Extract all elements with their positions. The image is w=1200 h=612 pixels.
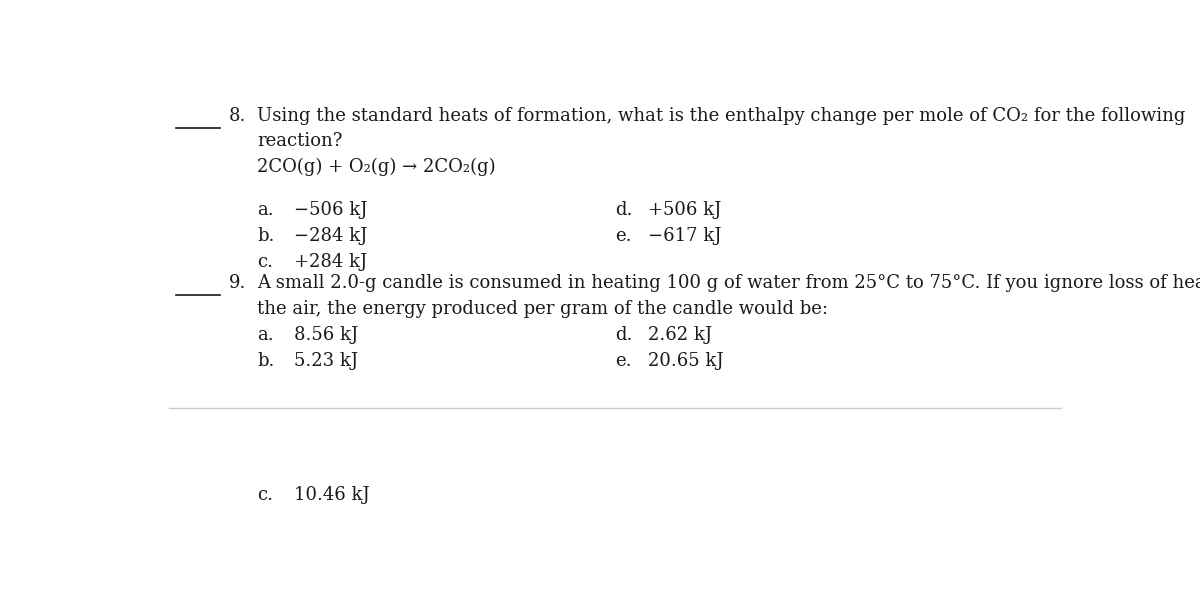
Text: 9.: 9. bbox=[229, 274, 246, 292]
Text: 8.56 kJ: 8.56 kJ bbox=[294, 326, 359, 344]
Text: reaction?: reaction? bbox=[257, 132, 342, 151]
Text: a.: a. bbox=[257, 326, 274, 344]
Text: +506 kJ: +506 kJ bbox=[648, 201, 721, 219]
Text: 5.23 kJ: 5.23 kJ bbox=[294, 352, 359, 370]
Text: 8.: 8. bbox=[229, 106, 246, 125]
Text: e.: e. bbox=[616, 226, 631, 245]
Text: 20.65 kJ: 20.65 kJ bbox=[648, 352, 724, 370]
Text: Using the standard heats of formation, what is the enthalpy change per mole of C: Using the standard heats of formation, w… bbox=[257, 106, 1186, 125]
Text: d.: d. bbox=[616, 201, 632, 219]
Text: 10.46 kJ: 10.46 kJ bbox=[294, 486, 370, 504]
Text: +284 kJ: +284 kJ bbox=[294, 253, 367, 271]
Text: c.: c. bbox=[257, 253, 272, 271]
Text: b.: b. bbox=[257, 226, 275, 245]
Text: e.: e. bbox=[616, 352, 631, 370]
Text: the air, the energy produced per gram of the candle would be:: the air, the energy produced per gram of… bbox=[257, 300, 828, 318]
Text: c.: c. bbox=[257, 486, 272, 504]
Text: −506 kJ: −506 kJ bbox=[294, 201, 367, 219]
Text: −617 kJ: −617 kJ bbox=[648, 226, 721, 245]
Text: A small 2.0-g candle is consumed in heating 100 g of water from 25°C to 75°C. If: A small 2.0-g candle is consumed in heat… bbox=[257, 274, 1200, 292]
Text: 2.62 kJ: 2.62 kJ bbox=[648, 326, 712, 344]
Text: a.: a. bbox=[257, 201, 274, 219]
Text: −284 kJ: −284 kJ bbox=[294, 226, 367, 245]
Text: d.: d. bbox=[616, 326, 632, 344]
Text: b.: b. bbox=[257, 352, 275, 370]
Text: 2CO(g) + O₂(g) → 2CO₂(g): 2CO(g) + O₂(g) → 2CO₂(g) bbox=[257, 158, 496, 176]
